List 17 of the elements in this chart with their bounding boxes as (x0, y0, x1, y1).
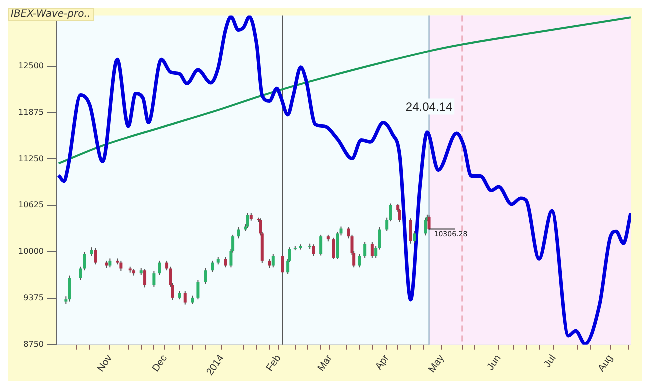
ref-line-label: 24.04.14 (406, 100, 453, 114)
x-tick-label: Apr (374, 352, 392, 372)
chart-title: IBEX-Wave-pro.. (8, 8, 94, 21)
x-tick-label: Mar (316, 352, 336, 374)
y-tick-label: 12500 (18, 61, 44, 70)
x-tick-label: Feb (264, 352, 284, 374)
x-tick-label: Nov (96, 353, 115, 374)
y-tick-label: 11250 (18, 154, 44, 164)
y-tick-label: 8750 (24, 340, 44, 349)
x-tick-label: Jun (485, 353, 504, 373)
y-tick-label: 9375 (24, 294, 44, 303)
y-tick-label: 10000 (18, 247, 44, 256)
y-tick-label: 10625 (18, 200, 44, 210)
x-tick-label: Dec (150, 353, 170, 374)
x-tick-label: Aug (596, 353, 616, 374)
x-tick-label: Jul (542, 353, 559, 370)
y-tick-label: 11875 (18, 108, 44, 117)
